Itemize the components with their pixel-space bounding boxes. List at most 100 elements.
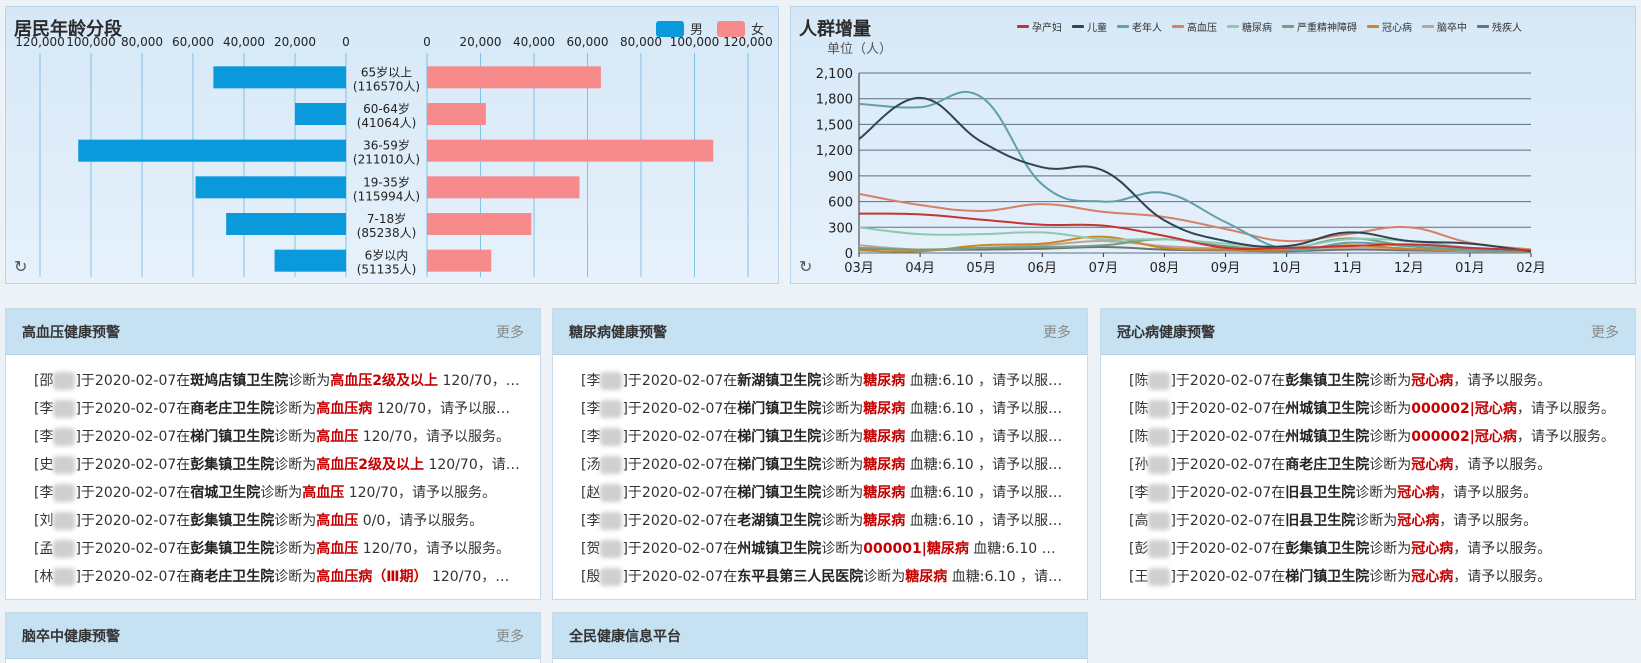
list-item[interactable]: [陈]于2020-02-07在州城镇卫生院诊断为000002|冠心病，请予以服务… xyxy=(1129,395,1617,423)
list-item[interactable]: [李]于2020-02-07在新湖镇卫生院诊断为糖尿病 血糖:6.10 ，请予以… xyxy=(581,367,1069,395)
y-tick-label: 300 xyxy=(828,221,853,236)
diagnosis-prefix: 诊断为 xyxy=(1369,373,1412,389)
list-item[interactable]: [李]于2020-02-07在梯门镇卫生院诊断为高血压 120/70，请予以服务… xyxy=(34,423,522,451)
category-label: 36-59岁 xyxy=(363,138,410,153)
list-item[interactable]: [高]于2020-02-07在旧县卫生院诊断为冠心病，请予以服务。 xyxy=(1129,507,1617,535)
list-item[interactable]: [陈]于2020-02-07在州城镇卫生院诊断为000002|冠心病，请予以服务… xyxy=(1129,423,1617,451)
female-bar[interactable] xyxy=(427,213,532,235)
male-bar[interactable] xyxy=(274,249,346,272)
legend-item[interactable]: 老年人 xyxy=(1117,19,1162,34)
name-mask xyxy=(600,512,623,530)
date-text: ]于2020-02-07在 xyxy=(1170,429,1286,445)
growth-chart-svg: 单位（人） 0 300 600 900 1,200 1,500 1,800 2,100 03月 04… xyxy=(816,42,1546,276)
legend-item[interactable]: 孕产妇 xyxy=(1017,19,1062,34)
female-bar[interactable] xyxy=(427,66,601,89)
name-mask xyxy=(1148,484,1171,502)
list-item[interactable]: [史]于2020-02-07在彭集镇卫生院诊断为高血压2级及以上 120/70，… xyxy=(34,451,522,479)
list-item[interactable]: [赵]于2020-02-07在梯门镇卫生院诊断为糖尿病 血糖:6.10 ，请予以… xyxy=(581,479,1069,507)
list-item[interactable]: [李]于2020-02-07在老湖镇卫生院诊断为糖尿病 血糖:6.10 ，请予以… xyxy=(581,507,1069,535)
hospital-name: 梯门镇卫生院 xyxy=(737,485,822,501)
list-item[interactable]: [彭]于2020-02-07在彭集镇卫生院诊断为冠心病，请予以服务。 xyxy=(1129,535,1617,563)
more-link[interactable]: 更多 xyxy=(496,324,524,341)
list-item[interactable]: [李]于2020-02-07在旧县卫生院诊断为冠心病，请予以服务。 xyxy=(1129,479,1617,507)
legend-item[interactable]: 脑卒中 xyxy=(1422,19,1467,34)
list-item[interactable]: [王]于2020-02-07在梯门镇卫生院诊断为冠心病，请予以服务。 xyxy=(1129,563,1617,591)
female-bar[interactable] xyxy=(427,176,580,199)
diagnosis-text: 高血压2级及以上 xyxy=(330,373,439,389)
series-line[interactable] xyxy=(858,212,1532,252)
female-bar[interactable] xyxy=(427,103,486,125)
category-total-label: (116570人) xyxy=(353,79,420,93)
series-line[interactable] xyxy=(858,90,1532,253)
list-item[interactable]: [贺]于2020-02-07在州城镇卫生院诊断为000001|糖尿病 血糖:6.… xyxy=(581,535,1069,563)
name-mask xyxy=(53,484,76,502)
more-link[interactable]: 更多 xyxy=(1591,324,1619,341)
x-tick-label: 120,000 xyxy=(15,35,65,49)
diagnosis-prefix: 诊断为 xyxy=(821,373,864,389)
name-mask xyxy=(1148,568,1171,586)
male-bar[interactable] xyxy=(213,66,346,89)
name-mask xyxy=(1148,540,1171,558)
legend-male[interactable]: 男 xyxy=(655,19,703,38)
hospital-name: 梯门镇卫生院 xyxy=(1285,569,1370,585)
legend-item[interactable]: 残疾人 xyxy=(1477,19,1522,34)
male-bar[interactable] xyxy=(295,103,346,125)
female-bar[interactable] xyxy=(427,139,714,162)
legend-item[interactable]: 冠心病 xyxy=(1367,19,1412,34)
detail-text: ，请予以服务。 xyxy=(1453,541,1552,557)
series-line[interactable] xyxy=(858,235,1532,254)
series-line[interactable] xyxy=(858,96,1532,253)
hospital-name: 旧县卫生院 xyxy=(1285,485,1356,501)
legend-label: 高血压 xyxy=(1187,23,1217,34)
more-link[interactable]: 更多 xyxy=(496,628,524,645)
list-item[interactable]: [刘]于2020-02-07在彭集镇卫生院诊断为高血压 0/0，请予以服务。 xyxy=(34,507,522,535)
y-tick-label: 600 xyxy=(828,196,853,211)
list-item[interactable]: [李]于2020-02-07在宿城卫生院诊断为高血压 120/70，请予以服务。 xyxy=(34,479,522,507)
date-text: ]于2020-02-07在 xyxy=(622,373,738,389)
list-item[interactable]: [殷]于2020-02-07在东平县第三人民医院诊断为糖尿病 血糖:6.10 ，… xyxy=(581,563,1069,591)
y-tick-label: 0 xyxy=(845,247,853,262)
legend-item[interactable]: 儿童 xyxy=(1072,19,1107,34)
legend-female[interactable]: 女 xyxy=(716,19,764,38)
hospital-name: 彭集镇卫生院 xyxy=(190,541,275,557)
more-link[interactable]: 更多 xyxy=(1043,324,1071,341)
name-mask xyxy=(1148,400,1171,418)
legend-item[interactable]: 糖尿病 xyxy=(1227,19,1272,34)
x-tick-label: 40,000 xyxy=(513,35,555,49)
detail-text: 0/0，请予以服务。 xyxy=(358,513,484,529)
list-item[interactable]: [陈]于2020-02-07在彭集镇卫生院诊断为冠心病，请予以服务。 xyxy=(1129,367,1617,395)
refresh-icon[interactable]: ↻ xyxy=(14,259,28,276)
diagnosis-text: 冠心病 xyxy=(1411,373,1454,389)
list-item[interactable]: [孟]于2020-02-07在彭集镇卫生院诊断为高血压 120/70，请予以服务… xyxy=(34,535,522,563)
x-tick-label: 60,000 xyxy=(567,35,609,49)
list-item[interactable]: [孙]于2020-02-07在商老庄卫生院诊断为冠心病，请予以服务。 xyxy=(1129,451,1617,479)
legend-item[interactable]: 严重精神障碍 xyxy=(1282,19,1357,34)
series-line[interactable] xyxy=(858,192,1532,251)
diagnosis-prefix: 诊断为 xyxy=(863,569,906,585)
date-text: ]于2020-02-07在 xyxy=(1170,457,1286,473)
age-chart-title: 居民年龄分段 xyxy=(14,19,122,40)
list-item[interactable]: [邵]于2020-02-07在斑鸠店镇卫生院诊断为高血压2级及以上 120/70… xyxy=(34,367,522,395)
list-item[interactable]: [汤]于2020-02-07在梯门镇卫生院诊断为糖尿病 血糖:6.10 ，请予以… xyxy=(581,451,1069,479)
date-text: ]于2020-02-07在 xyxy=(622,457,738,473)
legend-label: 残疾人 xyxy=(1492,23,1522,34)
male-bar[interactable] xyxy=(78,139,346,162)
hospital-name: 彭集镇卫生院 xyxy=(1285,373,1370,389)
refresh-icon[interactable]: ↻ xyxy=(799,259,813,276)
male-bar[interactable] xyxy=(195,176,346,199)
card-title: 冠心病健康预警 xyxy=(1117,324,1215,341)
x-tick-label: 80,000 xyxy=(620,35,662,49)
list-item[interactable]: [林]于2020-02-07在商老庄卫生院诊断为高血压病（Ⅲ期） 120/70，… xyxy=(34,563,522,591)
female-bar[interactable] xyxy=(427,249,492,272)
legend-swatch xyxy=(1172,25,1184,28)
patient-name: 孟 xyxy=(39,541,54,557)
male-bar[interactable] xyxy=(226,213,346,235)
name-mask xyxy=(600,428,623,446)
y-tick-label: 1,500 xyxy=(816,118,853,133)
patient-name: 彭 xyxy=(1134,541,1149,557)
list-item[interactable]: [李]于2020-02-07在梯门镇卫生院诊断为糖尿病 血糖:6.10 ，请予以… xyxy=(581,423,1069,451)
list-item[interactable]: [李]于2020-02-07在商老庄卫生院诊断为高血压病 120/70，请予以服… xyxy=(34,395,522,423)
legend-item[interactable]: 高血压 xyxy=(1172,19,1217,34)
card-title: 脑卒中健康预警 xyxy=(22,628,120,645)
list-item[interactable]: [李]于2020-02-07在梯门镇卫生院诊断为糖尿病 血糖:6.10 ，请予以… xyxy=(581,395,1069,423)
